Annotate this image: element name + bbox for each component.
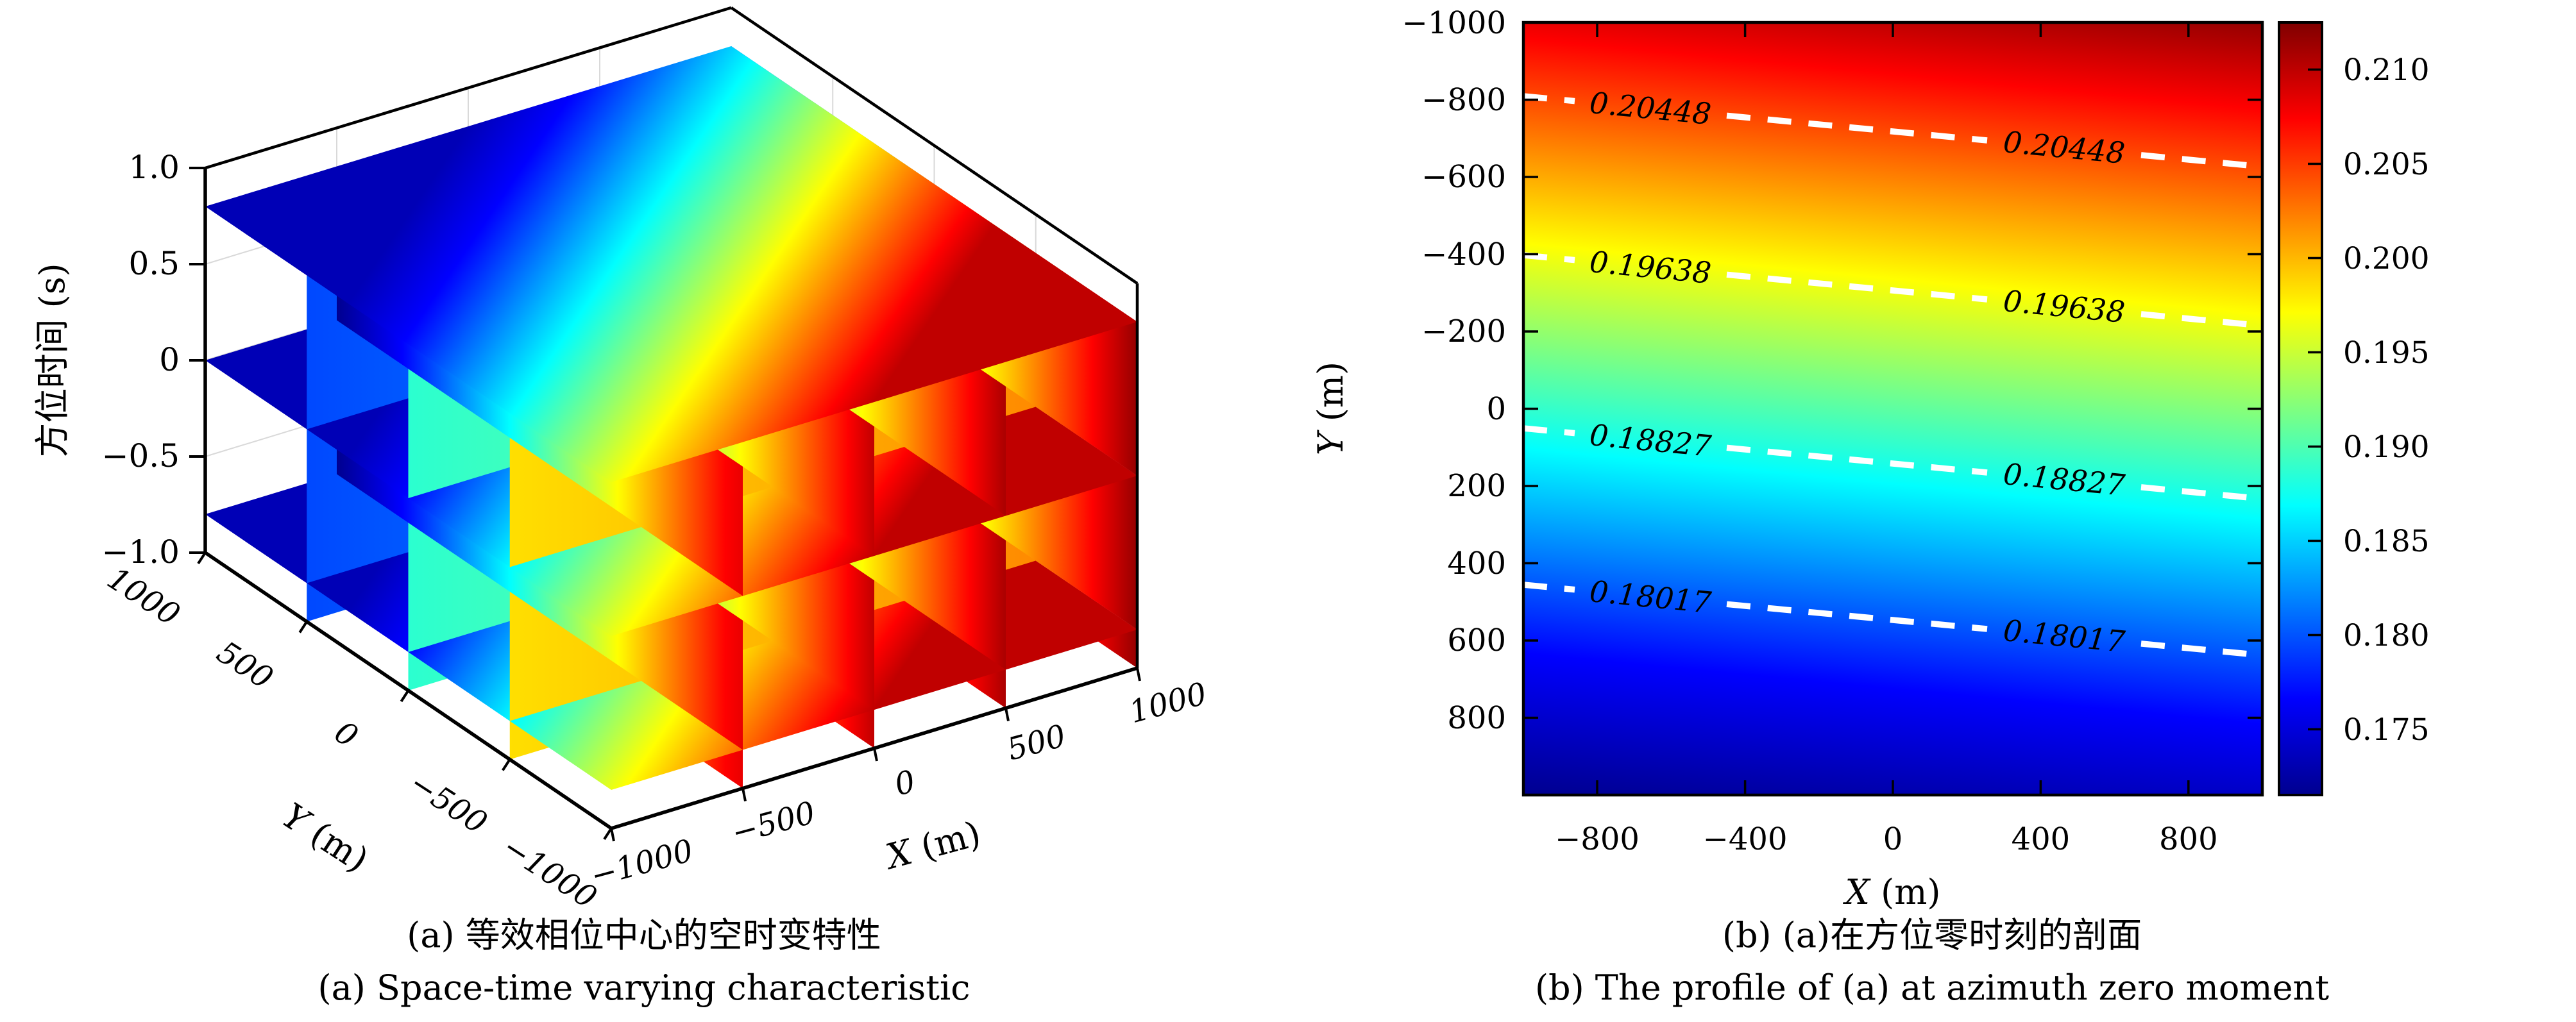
colorbar-tick-label: 0.175 [2343, 712, 2430, 748]
b-x-tick-label: 400 [2012, 821, 2071, 857]
plot-a-3d-slices: 1.0 0.5 0 −0.5 −1.0 −1000 −500 0 500 100… [32, 6, 1210, 916]
x-tick-label: 0 [891, 764, 919, 803]
b-y-tick-label: −1000 [1402, 5, 1506, 41]
panel-a: 1.0 0.5 0 −0.5 −1.0 −1000 −500 0 500 100… [0, 6, 1288, 1014]
heatmap-field [1523, 22, 2262, 795]
b-y-tick-label: 800 [1447, 700, 1506, 736]
z-axis-title: 方位时间 (s) [32, 263, 72, 457]
b-y-tick-label: −200 [1421, 314, 1506, 349]
caption-b-en: (b) The profile of (a) at azimuth zero m… [1534, 968, 2330, 1009]
b-x-tick-label: 800 [2159, 821, 2218, 857]
y-tick-label: −500 [403, 765, 493, 841]
b-x-tick-label: 0 [1883, 821, 1903, 857]
b-x-tick-label: −400 [1703, 821, 1788, 857]
slab-t-plus0p8 [205, 46, 1137, 482]
colorbar-tick-label: 0.185 [2343, 524, 2430, 559]
y-axis-ticks [197, 551, 613, 841]
caption-b-zh: (b) (a)在方位零时刻的剖面 [1722, 915, 2142, 955]
colorbar-tick-label: 0.195 [2343, 335, 2430, 371]
caption-a-en: (a) Space-time varying characteristic [318, 968, 970, 1009]
colorbar-tick-label: 0.190 [2343, 430, 2430, 465]
b-y-tick-label: −600 [1421, 159, 1506, 195]
colorbar [2278, 21, 2323, 796]
plot-b-heatmap: 0.20448 0.20448 0.19638 0.19638 0.18827 … [1310, 5, 2430, 912]
b-y-tick-label: 600 [1447, 623, 1506, 658]
z-tick-label: −1.0 [102, 533, 180, 571]
colorbar-ticks [2308, 68, 2322, 731]
colorbar-tick-label: 0.205 [2343, 147, 2430, 182]
caption-b: (b) (a)在方位零时刻的剖面 (b) The profile of (a) … [1288, 909, 2576, 1014]
z-tick-label: 1.0 [128, 149, 180, 186]
z-tick-label: 0 [159, 341, 180, 378]
x-tick-label: −500 [728, 794, 819, 851]
b-y-tick-label: −800 [1421, 82, 1506, 118]
colorbar-tick-label: 0.210 [2343, 53, 2430, 88]
panel-b: 0.20448 0.20448 0.19638 0.19638 0.18827 … [1288, 0, 2576, 1022]
colorbar-tick-label: 0.200 [2343, 241, 2430, 276]
b-y-tick-label: 400 [1447, 546, 1506, 582]
colorbar-tick-label: 0.180 [2343, 618, 2430, 653]
y-tick-label: −1000 [496, 829, 603, 916]
b-y-tick-label: 200 [1447, 468, 1506, 504]
axes-box [203, 6, 1139, 830]
y-tick-label: 500 [210, 634, 279, 696]
caption-a-zh: (a) 等效相位中心的空时变特性 [407, 915, 881, 955]
x-axis-title: X (m) [879, 813, 985, 877]
b-y-axis-title: Y (m) [1310, 362, 1351, 455]
y-tick-label: 0 [328, 714, 364, 755]
b-y-tick-label: −400 [1421, 237, 1506, 272]
b-y-tick-label: 0 [1486, 391, 1506, 427]
z-axis-ticks [189, 167, 205, 554]
x-tick-label: 500 [1003, 718, 1069, 768]
b-x-tick-label: −800 [1555, 821, 1640, 857]
z-tick-label: 0.5 [128, 245, 180, 282]
caption-a: (a) 等效相位中心的空时变特性 (a) Space-time varying … [0, 909, 1288, 1014]
b-x-axis-title: X (m) [1843, 872, 1941, 912]
z-tick-label: −0.5 [102, 437, 180, 474]
y-tick-label: 1000 [101, 560, 186, 633]
x-tick-label: −1000 [587, 832, 697, 894]
y-axis-title: Y (m) [275, 795, 376, 880]
x-axis-ticks [610, 667, 1141, 842]
x-tick-label: 1000 [1126, 676, 1210, 731]
contour-lines [1523, 93, 2263, 658]
heatmap-ticks [1523, 22, 2262, 795]
